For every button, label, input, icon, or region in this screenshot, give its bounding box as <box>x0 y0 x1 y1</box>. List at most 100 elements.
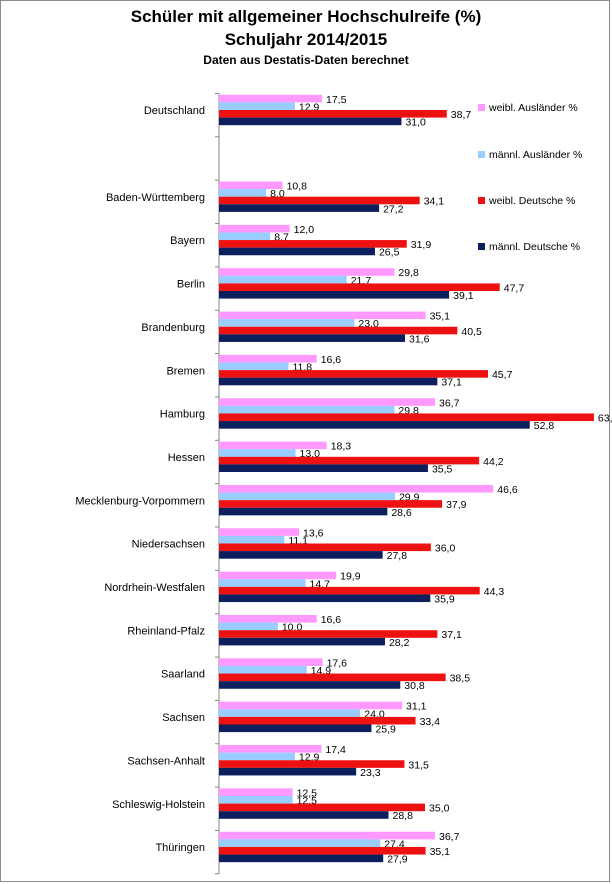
bar-maennl-auslaender-mecklenburg-vorpommern <box>219 492 395 501</box>
legend-swatch-weibl-auslaender <box>478 104 485 111</box>
data-label: 29,8 <box>398 267 419 279</box>
data-label: 44,2 <box>483 456 504 468</box>
bar-maennl-auslaender-deutschland <box>219 102 295 110</box>
category-label-deutschland: Deutschland <box>144 105 205 117</box>
bar-maennl-auslaender-bayern <box>219 232 271 241</box>
data-label: 31,6 <box>409 333 430 345</box>
category-label-brandenburg: Brandenburg <box>141 322 205 334</box>
category-label-rheinland-pfalz: Rheinland-Pfalz <box>127 625 205 637</box>
data-label: 35,1 <box>430 846 451 858</box>
category-label-niedersachsen: Niedersachsen <box>132 539 205 551</box>
data-label: 36,7 <box>439 831 460 843</box>
bar-weibl-auslaender-thueringen <box>219 831 436 840</box>
data-label: 28,8 <box>393 810 414 822</box>
legend-label-maennl-auslaender: männl. Ausländer % <box>489 149 582 161</box>
data-label: 38,7 <box>451 109 472 121</box>
bar-weibl-auslaender-sachsen-anhalt <box>219 745 322 753</box>
data-label: 12,5 <box>297 787 318 799</box>
bar-weibl-auslaender-mecklenburg-vorpommern <box>219 484 494 493</box>
data-label: 23,3 <box>360 767 381 779</box>
legend-swatch-maennl-auslaender <box>478 151 485 158</box>
bar-maennl-deutsche-schleswig-holstein <box>219 811 389 819</box>
bar-weibl-deutsche-sachsen-anhalt <box>219 760 405 768</box>
bar-maennl-deutsche-mecklenburg-vorpommern <box>219 507 388 516</box>
data-label: 28,2 <box>389 637 410 649</box>
bar-maennl-deutsche-bremen <box>219 377 438 386</box>
data-label: 40,5 <box>461 326 482 338</box>
data-label: 47,7 <box>504 282 525 294</box>
data-label: 33,4 <box>420 716 441 728</box>
data-label: 31,1 <box>406 701 427 713</box>
data-label: 52,8 <box>534 420 555 432</box>
bar-weibl-auslaender-schleswig-holstein <box>219 788 293 796</box>
bar-maennl-auslaender-hessen <box>219 449 296 457</box>
bar-maennl-auslaender-saarland <box>219 665 307 674</box>
data-label: 38,5 <box>450 673 471 685</box>
chart-title-line2: Schuljahr 2014/2015 <box>224 30 388 49</box>
bar-maennl-deutsche-baden-wuerttemberg <box>219 204 380 212</box>
data-label: 44,3 <box>484 586 505 598</box>
bar-maennl-deutsche-brandenburg <box>219 334 405 342</box>
category-label-bayern: Bayern <box>170 235 205 247</box>
data-label: 31,0 <box>405 117 426 129</box>
bar-weibl-deutsche-thueringen <box>219 846 426 855</box>
chart-subtitle: Daten aus Destatis-Daten berechnet <box>203 53 409 67</box>
data-label: 16,6 <box>321 354 342 366</box>
bar-maennl-auslaender-berlin <box>219 275 347 284</box>
bar-weibl-auslaender-deutschland <box>219 94 322 103</box>
data-label: 37,1 <box>441 629 462 641</box>
data-label: 10,8 <box>287 181 308 193</box>
data-label: 25,9 <box>375 724 396 736</box>
bar-maennl-deutsche-berlin <box>219 291 450 299</box>
category-label-baden-wuerttemberg: Baden-Württemberg <box>106 192 205 204</box>
bar-maennl-auslaender-sachsen-anhalt <box>219 752 295 761</box>
data-label: 26,5 <box>379 247 400 259</box>
data-label: 27,2 <box>383 203 404 215</box>
bar-weibl-deutsche-berlin <box>219 283 500 291</box>
bar-maennl-auslaender-sachsen <box>219 709 361 717</box>
bar-weibl-auslaender-rheinland-pfalz <box>219 615 317 623</box>
legend-swatch-maennl-deutsche <box>478 243 485 250</box>
data-label: 37,1 <box>441 377 462 389</box>
data-label: 27,9 <box>387 854 408 866</box>
bar-weibl-auslaender-hamburg <box>219 398 436 406</box>
bar-weibl-deutsche-deutschland <box>219 110 447 118</box>
data-label: 28,6 <box>391 507 412 519</box>
data-label: 13,6 <box>303 527 324 539</box>
bar-weibl-deutsche-niedersachsen <box>219 543 431 552</box>
data-label: 63,7 <box>598 412 612 424</box>
bar-weibl-deutsche-bayern <box>219 240 407 248</box>
bar-weibl-deutsche-saarland <box>219 673 446 682</box>
legend-label-maennl-deutsche: männl. Deutsche % <box>489 241 580 253</box>
bar-weibl-deutsche-mecklenburg-vorpommern <box>219 500 443 508</box>
bar-maennl-auslaender-baden-wuerttemberg <box>219 189 267 197</box>
data-label: 34,1 <box>424 196 445 208</box>
bar-maennl-auslaender-bremen <box>219 362 289 371</box>
bar-maennl-deutsche-sachsen <box>219 724 372 733</box>
category-label-sachsen-anhalt: Sachsen-Anhalt <box>127 755 205 767</box>
bar-maennl-deutsche-deutschland <box>219 117 402 126</box>
data-label: 17,4 <box>325 744 346 756</box>
legend-label-weibl-deutsche: weibl. Deutsche % <box>488 195 575 207</box>
data-label: 30,8 <box>404 680 425 692</box>
data-label: 39,1 <box>453 290 474 302</box>
bar-maennl-deutsche-hessen <box>219 464 428 472</box>
chart-title: Schüler mit allgemeiner Hochschulreife (… <box>130 7 482 26</box>
data-label: 35,5 <box>432 463 453 475</box>
category-label-hessen: Hessen <box>168 452 205 464</box>
category-label-berlin: Berlin <box>177 279 205 291</box>
category-label-nordrhein-westfalen: Nordrhein-Westfalen <box>104 582 205 594</box>
data-label: 35,9 <box>434 593 455 605</box>
data-label: 16,6 <box>321 614 342 626</box>
bar-maennl-auslaender-brandenburg <box>219 319 355 327</box>
bar-weibl-deutsche-schleswig-holstein <box>219 803 425 812</box>
bar-weibl-deutsche-brandenburg <box>219 326 458 335</box>
bar-maennl-auslaender-nordrhein-westfalen <box>219 579 306 587</box>
bar-weibl-auslaender-berlin <box>219 268 395 276</box>
data-label: 45,7 <box>492 369 513 381</box>
bar-weibl-auslaender-brandenburg <box>219 311 426 320</box>
bar-maennl-auslaender-niedersachsen <box>219 535 285 544</box>
bar-weibl-deutsche-sachsen <box>219 716 416 725</box>
